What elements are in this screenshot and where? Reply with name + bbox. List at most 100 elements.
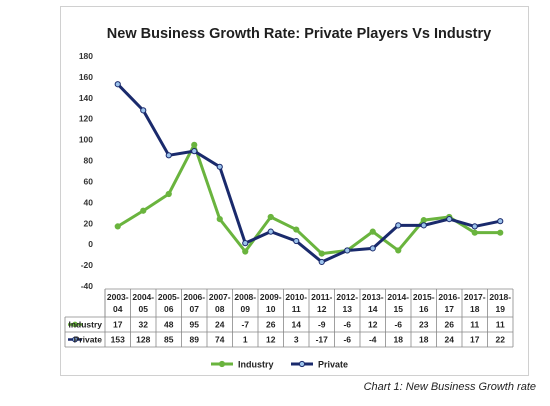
legend-marker-0: [218, 360, 226, 368]
data-point-industry-5: [242, 248, 249, 255]
data-point-industry-0: [114, 223, 121, 230]
table-value-0-2: 48: [164, 320, 174, 330]
data-point-industry-14: [471, 229, 478, 236]
data-point-private-1: [140, 107, 147, 114]
x-tick-label-line2-14: 18: [470, 304, 480, 314]
x-tick-label-line1-10: 2013-: [362, 292, 384, 302]
x-tick-label-line1-5: 2008-: [234, 292, 256, 302]
x-tick-label-line1-15: 2018-: [489, 292, 511, 302]
table-value-1-0: 153: [111, 335, 125, 345]
x-tick-label-line2-13: 17: [445, 304, 455, 314]
data-point-private-6: [267, 228, 274, 235]
data-point-industry-6: [267, 213, 274, 221]
data-point-industry-2: [165, 190, 172, 198]
x-tick-label-line2-9: 13: [343, 304, 353, 314]
table-key-marker-0: [72, 321, 78, 328]
table-value-1-3: 89: [190, 335, 200, 345]
y-tick-label-9: 140: [79, 93, 93, 103]
data-point-private-14: [471, 223, 478, 230]
x-tick-label-line2-8: 12: [317, 304, 327, 314]
data-point-industry-8: [318, 250, 325, 257]
table-value-0-0: 17: [113, 320, 123, 330]
x-tick-label-line2-5: 09: [241, 304, 251, 314]
data-point-private-0: [114, 81, 121, 88]
chart-caption: Chart 1: New Business Growth rate: [363, 381, 536, 393]
table-value-1-5: 1: [243, 335, 248, 345]
data-point-private-11: [395, 222, 402, 229]
data-point-private-4: [216, 163, 223, 170]
x-tick-label-line2-3: 07: [190, 304, 200, 314]
legend-marker-1: [298, 360, 306, 368]
data-point-private-13: [446, 215, 453, 223]
y-tick-label-6: 80: [84, 156, 94, 166]
table-value-0-5: -7: [241, 320, 249, 330]
y-tick-label-10: 160: [79, 72, 93, 82]
table-value-1-6: 12: [266, 335, 276, 345]
y-tick-label-5: 60: [84, 176, 94, 186]
x-tick-label-line1-11: 2014-: [387, 292, 409, 302]
table-value-0-3: 95: [190, 320, 200, 330]
data-point-industry-10: [369, 228, 376, 235]
table-value-1-15: 22: [496, 335, 506, 345]
table-value-1-13: 24: [445, 335, 455, 345]
x-tick-label-line1-1: 2004-: [132, 292, 154, 302]
table-value-1-4: 74: [215, 335, 225, 345]
table-value-0-12: 23: [419, 320, 429, 330]
table-value-0-6: 26: [266, 320, 276, 330]
line-chart: New Business Growth Rate: Private Player…: [64, 26, 514, 370]
y-tick-label-2: 0: [88, 239, 93, 249]
y-tick-label-3: 20: [84, 218, 94, 228]
series-line-private: [116, 83, 501, 264]
x-tick-label-line1-9: 2012-: [336, 292, 358, 302]
x-tick-label-line2-4: 08: [215, 304, 225, 314]
x-tick-label-line1-3: 2006-: [183, 292, 205, 302]
table-series-name-1: Private: [74, 335, 103, 345]
y-tick-label-0: -40: [81, 281, 94, 291]
x-tick-label-line1-0: 2003-: [107, 292, 129, 302]
y-tick-label-8: 120: [79, 114, 93, 124]
table-value-0-13: 26: [445, 320, 455, 330]
table-value-0-1: 32: [139, 320, 149, 330]
data-point-industry-4: [216, 215, 223, 223]
data-point-private-15: [497, 218, 504, 225]
x-tick-label-line2-7: 11: [292, 304, 301, 314]
data-point-private-10: [369, 245, 376, 252]
x-tick-label-line1-8: 2011-: [311, 292, 332, 302]
x-tick-label-line2-11: 15: [394, 304, 404, 314]
chart-frame: New Business Growth Rate: Private Player…: [60, 6, 529, 376]
table-value-1-9: -6: [343, 335, 351, 345]
data-point-private-7: [293, 237, 300, 245]
data-point-industry-3: [191, 141, 198, 148]
y-tick-label-4: 40: [84, 197, 94, 207]
y-tick-label-7: 100: [79, 135, 93, 145]
legend-label-1: Private: [318, 360, 348, 370]
table-value-1-7: 3: [294, 335, 299, 345]
data-point-industry-15: [497, 229, 504, 236]
data-point-private-8: [318, 258, 325, 266]
x-tick-label-line2-12: 16: [419, 304, 429, 314]
table-value-0-11: -6: [394, 320, 402, 330]
table-value-1-8: -17: [316, 335, 329, 345]
x-tick-label-line1-14: 2017-: [464, 292, 486, 302]
x-tick-label-line1-4: 2007-: [209, 292, 231, 302]
table-value-1-1: 128: [136, 335, 150, 345]
data-point-industry-1: [140, 207, 147, 214]
x-tick-label-line1-12: 2015-: [413, 292, 435, 302]
table-value-1-2: 85: [164, 335, 174, 345]
x-tick-label-line2-10: 14: [368, 304, 378, 314]
x-tick-label-line1-6: 2009-: [260, 292, 282, 302]
data-point-industry-12: [420, 217, 427, 224]
data-point-private-2: [165, 152, 172, 159]
x-tick-label-line2-0: 04: [113, 304, 123, 314]
table-value-1-10: -4: [369, 335, 377, 345]
table-value-0-10: 12: [368, 320, 378, 330]
series-line-industry: [116, 143, 501, 256]
chart-title: New Business Growth Rate: Private Player…: [107, 26, 491, 42]
legend-label-0: Industry: [238, 360, 274, 370]
data-point-private-9: [344, 247, 351, 254]
data-point-private-5: [242, 240, 249, 247]
table-value-1-11: 18: [394, 335, 404, 345]
table-value-0-4: 24: [215, 320, 225, 330]
x-tick-label-line1-2: 2005-: [158, 292, 180, 302]
table-value-0-8: -9: [318, 320, 326, 330]
